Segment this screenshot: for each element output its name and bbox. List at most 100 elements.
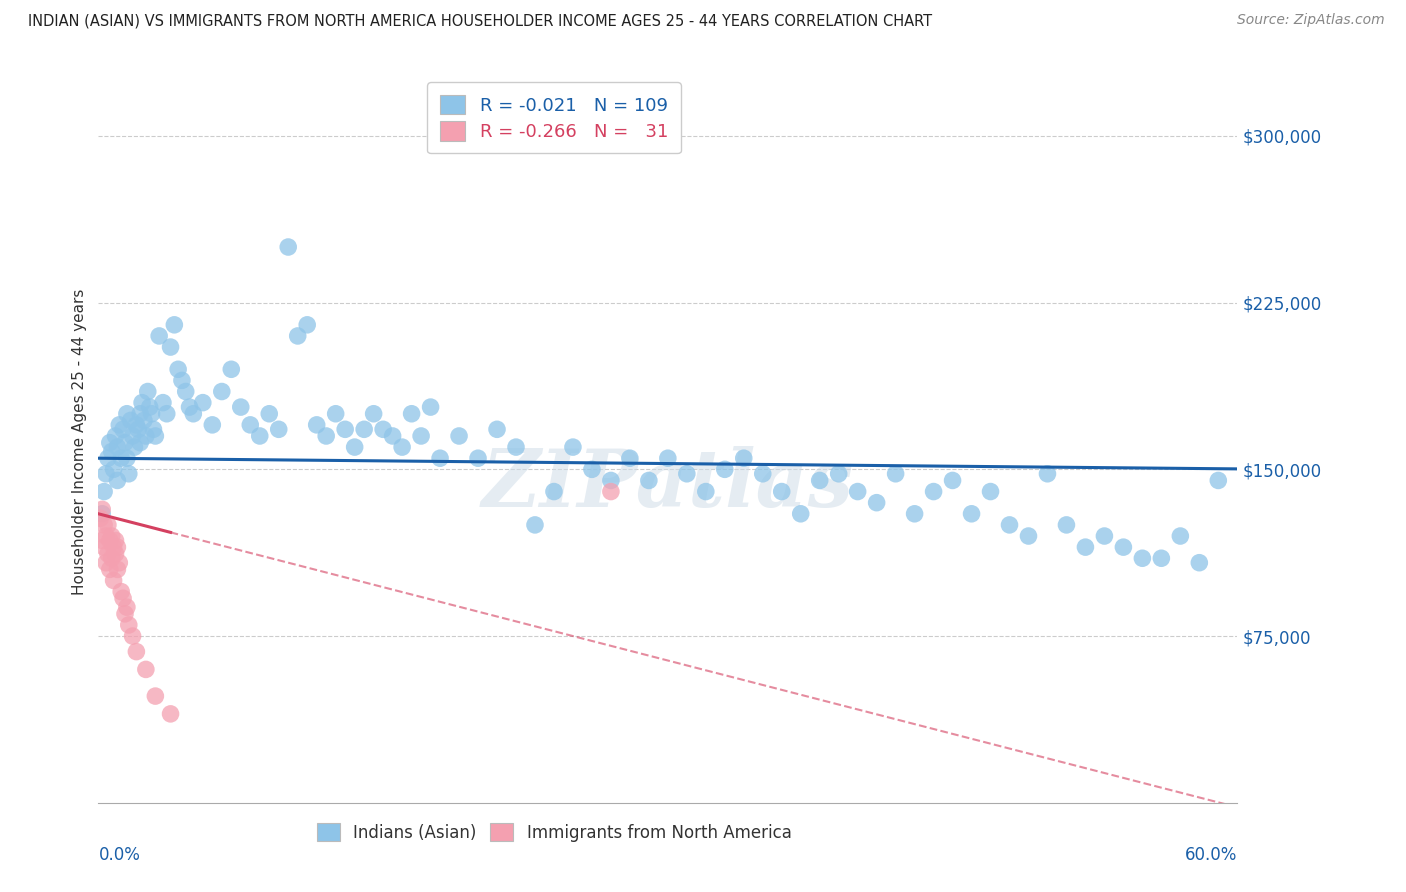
Point xyxy=(581,462,603,476)
Point xyxy=(108,556,131,570)
Point xyxy=(449,429,471,443)
Point xyxy=(132,413,155,427)
Point xyxy=(1112,540,1135,554)
Point xyxy=(638,474,661,488)
Point xyxy=(159,340,181,354)
Y-axis label: Householder Income Ages 25 - 44 years: Householder Income Ages 25 - 44 years xyxy=(72,288,87,595)
Point xyxy=(676,467,699,481)
Point xyxy=(201,417,224,432)
Point xyxy=(163,318,186,332)
Point xyxy=(136,384,159,399)
Point xyxy=(942,474,965,488)
Point xyxy=(733,451,755,466)
Text: ZIPatlas: ZIPatlas xyxy=(482,446,853,524)
Point xyxy=(191,395,214,409)
Point xyxy=(221,362,243,376)
Point xyxy=(267,422,290,436)
Point xyxy=(100,551,122,566)
Point xyxy=(524,517,547,532)
Point xyxy=(89,511,111,525)
Point xyxy=(562,440,585,454)
Point xyxy=(115,407,138,421)
Point xyxy=(1036,467,1059,481)
Point xyxy=(259,407,281,421)
Point xyxy=(120,413,142,427)
Point xyxy=(297,318,319,332)
Point xyxy=(1056,517,1078,532)
Point xyxy=(138,400,160,414)
Point xyxy=(1188,556,1211,570)
Point xyxy=(112,422,135,436)
Point xyxy=(305,417,328,432)
Point xyxy=(371,422,394,436)
Point xyxy=(714,462,737,476)
Point xyxy=(131,395,153,409)
Point xyxy=(156,407,179,421)
Point xyxy=(98,533,121,548)
Point xyxy=(97,547,120,561)
Point xyxy=(467,451,489,466)
Point xyxy=(145,429,167,443)
Point xyxy=(401,407,423,421)
Point xyxy=(1074,540,1097,554)
Point xyxy=(112,591,135,606)
Point xyxy=(998,517,1021,532)
Point xyxy=(121,429,143,443)
Point xyxy=(94,556,117,570)
Point xyxy=(135,429,157,443)
Point xyxy=(108,417,131,432)
Point xyxy=(1018,529,1040,543)
Point xyxy=(118,618,141,632)
Point xyxy=(419,400,441,414)
Point xyxy=(922,484,945,499)
Point xyxy=(91,507,114,521)
Point xyxy=(391,440,413,454)
Point xyxy=(127,422,149,436)
Point xyxy=(486,422,509,436)
Point xyxy=(808,474,831,488)
Point xyxy=(159,706,181,721)
Legend: Indians (Asian), Immigrants from North America: Indians (Asian), Immigrants from North A… xyxy=(309,817,799,848)
Point xyxy=(343,440,366,454)
Point xyxy=(846,484,869,499)
Point xyxy=(129,435,152,450)
Point xyxy=(1150,551,1173,566)
Point xyxy=(429,451,451,466)
Text: INDIAN (ASIAN) VS IMMIGRANTS FROM NORTH AMERICA HOUSEHOLDER INCOME AGES 25 - 44 : INDIAN (ASIAN) VS IMMIGRANTS FROM NORTH … xyxy=(28,13,932,29)
Point xyxy=(277,240,299,254)
Point xyxy=(114,607,136,621)
Point xyxy=(93,540,115,554)
Point xyxy=(97,451,120,466)
Point xyxy=(135,662,157,676)
Point xyxy=(884,467,907,481)
Point xyxy=(91,502,114,516)
Point xyxy=(179,400,201,414)
Point xyxy=(543,484,565,499)
Point xyxy=(325,407,347,421)
Point xyxy=(335,422,357,436)
Point xyxy=(211,384,233,399)
Point xyxy=(104,547,127,561)
Point xyxy=(110,451,132,466)
Point xyxy=(94,467,117,481)
Point xyxy=(167,362,190,376)
Point xyxy=(115,600,138,615)
Point xyxy=(619,451,641,466)
Point xyxy=(600,474,623,488)
Point xyxy=(904,507,927,521)
Point xyxy=(114,435,136,450)
Point xyxy=(107,474,129,488)
Point xyxy=(695,484,717,499)
Point xyxy=(94,529,117,543)
Point xyxy=(103,462,125,476)
Point xyxy=(790,507,813,521)
Point xyxy=(104,533,127,548)
Point xyxy=(97,517,120,532)
Point xyxy=(110,584,132,599)
Point xyxy=(1132,551,1154,566)
Point xyxy=(752,467,775,481)
Point xyxy=(828,467,851,481)
Text: 0.0%: 0.0% xyxy=(98,847,141,864)
Point xyxy=(979,484,1001,499)
Text: 60.0%: 60.0% xyxy=(1185,847,1237,864)
